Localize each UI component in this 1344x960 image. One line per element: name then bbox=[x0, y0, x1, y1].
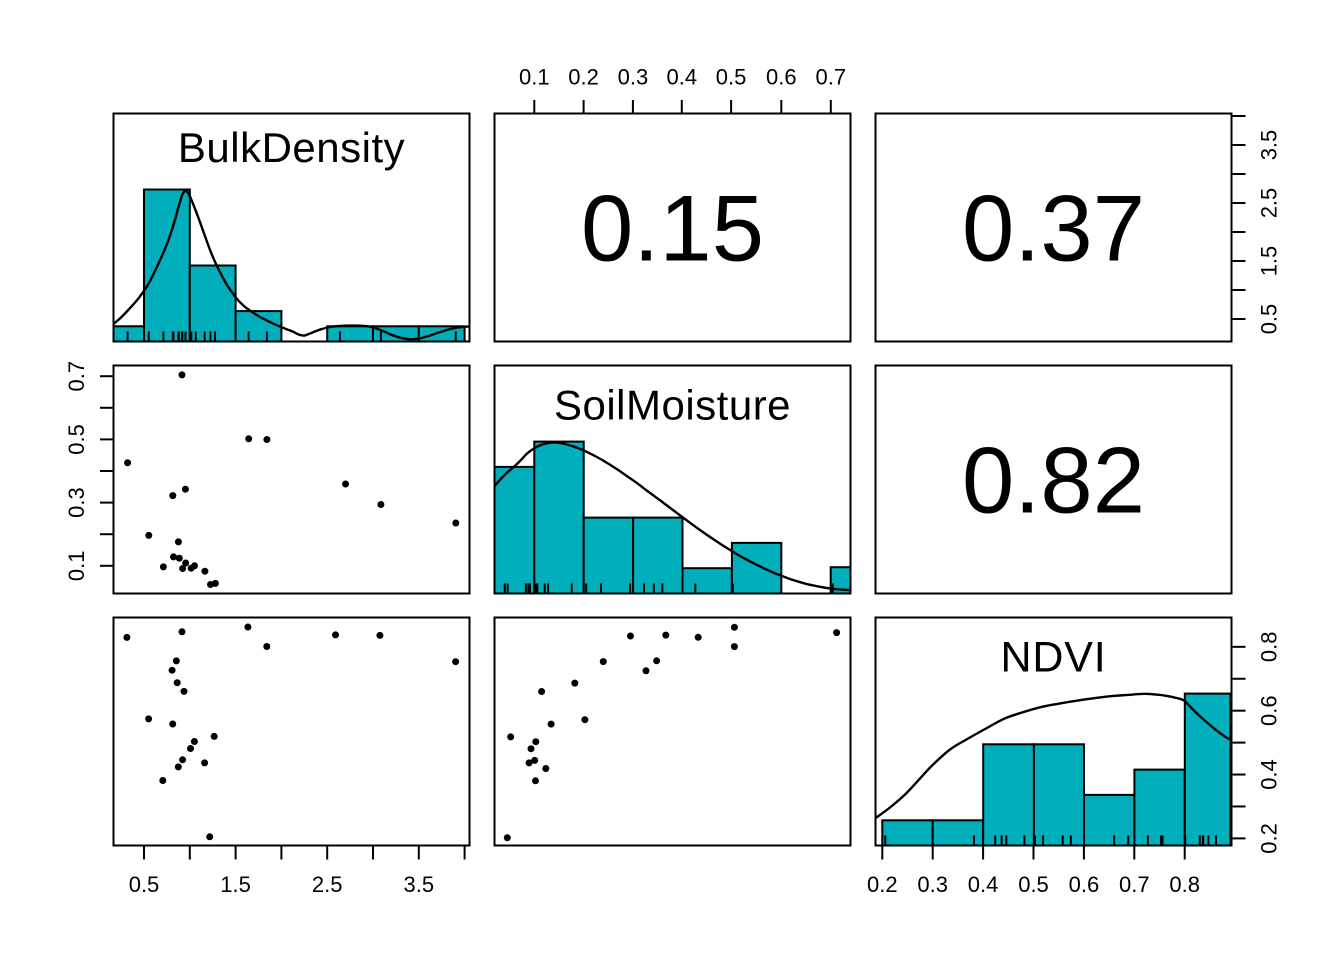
svg-text:0.37: 0.37 bbox=[962, 175, 1145, 280]
svg-text:0.5: 0.5 bbox=[716, 65, 747, 90]
svg-text:0.2: 0.2 bbox=[867, 872, 898, 897]
svg-text:0.5: 0.5 bbox=[129, 872, 160, 897]
svg-text:0.6: 0.6 bbox=[1256, 695, 1281, 726]
svg-text:0.2: 0.2 bbox=[568, 65, 599, 90]
svg-text:3.5: 3.5 bbox=[404, 872, 435, 897]
svg-text:0.5: 0.5 bbox=[1256, 304, 1281, 335]
svg-text:0.6: 0.6 bbox=[766, 65, 797, 90]
svg-text:0.4: 0.4 bbox=[667, 65, 698, 90]
svg-text:0.15: 0.15 bbox=[581, 175, 764, 280]
svg-text:0.3: 0.3 bbox=[917, 872, 948, 897]
svg-text:0.6: 0.6 bbox=[1069, 872, 1100, 897]
svg-text:0.8: 0.8 bbox=[1256, 632, 1281, 663]
svg-text:2.5: 2.5 bbox=[1256, 188, 1281, 219]
svg-text:0.4: 0.4 bbox=[968, 872, 999, 897]
svg-text:0.3: 0.3 bbox=[64, 487, 89, 518]
svg-text:0.8: 0.8 bbox=[1169, 872, 1200, 897]
svg-text:NDVI: NDVI bbox=[1001, 634, 1107, 682]
svg-text:0.2: 0.2 bbox=[1256, 823, 1281, 854]
svg-text:0.1: 0.1 bbox=[519, 65, 550, 90]
svg-text:0.7: 0.7 bbox=[1119, 872, 1150, 897]
svg-text:0.5: 0.5 bbox=[1018, 872, 1049, 897]
svg-text:3.5: 3.5 bbox=[1256, 130, 1281, 161]
svg-text:0.1: 0.1 bbox=[64, 551, 89, 582]
svg-text:1.5: 1.5 bbox=[1256, 246, 1281, 277]
svg-text:SoilMoisture: SoilMoisture bbox=[554, 382, 791, 429]
svg-text:BulkDensity: BulkDensity bbox=[178, 124, 405, 171]
svg-text:0.7: 0.7 bbox=[64, 361, 89, 392]
svg-text:2.5: 2.5 bbox=[312, 872, 343, 897]
svg-text:0.4: 0.4 bbox=[1256, 759, 1281, 790]
svg-text:1.5: 1.5 bbox=[220, 872, 251, 897]
svg-text:0.82: 0.82 bbox=[962, 427, 1145, 532]
svg-text:0.7: 0.7 bbox=[816, 65, 847, 90]
svg-text:0.5: 0.5 bbox=[64, 424, 89, 455]
svg-text:0.3: 0.3 bbox=[618, 65, 649, 90]
